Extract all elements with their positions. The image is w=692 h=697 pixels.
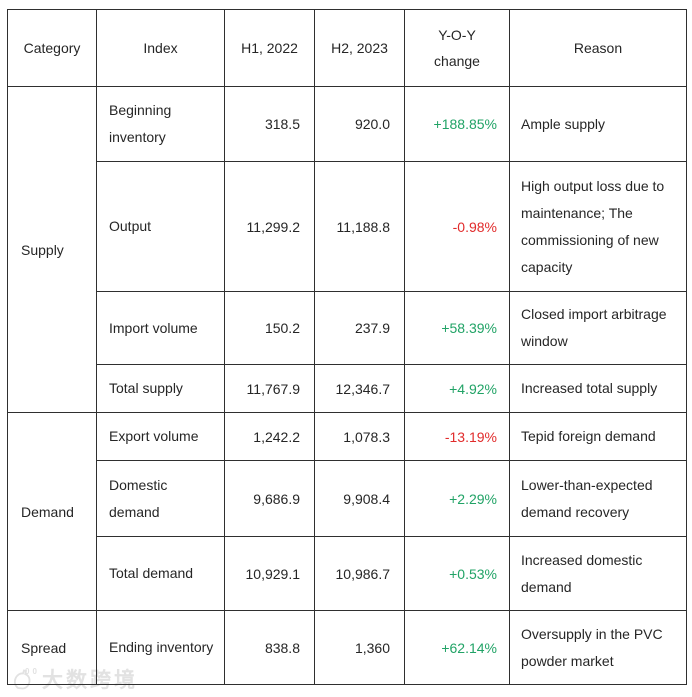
h1-value-cell: 11,767.9 xyxy=(224,364,315,413)
table-row: Demand Export volume 1,242.2 1,078.3 -13… xyxy=(7,412,687,611)
yoy-value-cell: +4.92% xyxy=(404,364,510,413)
header-category: Category xyxy=(7,9,97,87)
header-reason: Reason xyxy=(509,9,687,87)
yoy-value-cell: -0.98% xyxy=(404,161,510,292)
reason-cell: Lower-than-expected demand recovery xyxy=(509,460,687,537)
index-cell: Domestic demand xyxy=(96,460,225,537)
yoy-value-cell: +58.39% xyxy=(404,291,510,365)
h1-value-cell: 318.5 xyxy=(224,86,315,162)
index-cell: Import volume xyxy=(96,291,225,365)
yoy-value-cell: -13.19% xyxy=(404,412,510,461)
h2-value-cell: 12,346.7 xyxy=(314,364,405,413)
category-cell-supply: Supply xyxy=(7,86,97,413)
table-row: Total demand 10,929.1 10,986.7 +0.53% In… xyxy=(8,536,687,611)
reason-cell: Increased total supply xyxy=(509,364,687,413)
reason-cell: Closed import arbitrage window xyxy=(509,291,687,365)
h1-value-cell: 9,686.9 xyxy=(224,460,315,537)
reason-cell: Ample supply xyxy=(509,86,687,162)
reason-cell: High output loss due to maintenance; The… xyxy=(509,161,687,292)
table-row: Total supply 11,767.9 12,346.7 +4.92% In… xyxy=(8,364,687,413)
pvc-balance-table: Category Index H1, 2022 H2, 2023 Y-O-Y c… xyxy=(7,9,687,685)
category-cell-spread: Spread xyxy=(7,610,97,685)
h1-value-cell: 10,929.1 xyxy=(224,536,315,611)
h2-value-cell: 237.9 xyxy=(314,291,405,365)
h1-value-cell: 838.8 xyxy=(224,610,315,685)
header-h2-2023: H2, 2023 xyxy=(314,9,405,87)
h1-value-cell: 1,242.2 xyxy=(224,412,315,461)
yoy-value-cell: +62.14% xyxy=(404,610,510,685)
table-row: Domestic demand 9,686.9 9,908.4 +2.29% L… xyxy=(8,460,687,537)
index-cell: Total supply xyxy=(96,364,225,413)
h1-value-cell: 150.2 xyxy=(224,291,315,365)
h2-value-cell: 1,360 xyxy=(314,610,405,685)
header-index: Index xyxy=(96,9,225,87)
h2-value-cell: 10,986.7 xyxy=(314,536,405,611)
index-cell: Total demand xyxy=(96,536,225,611)
index-cell: Ending inventory xyxy=(96,610,225,685)
h2-value-cell: 1,078.3 xyxy=(314,412,405,461)
header-h1-2022: H1, 2022 xyxy=(224,9,315,87)
table-row: Supply Beginning inventory 318.5 920.0 +… xyxy=(7,86,687,413)
reason-cell: Increased domestic demand xyxy=(509,536,687,611)
header-yoy-change: Y-O-Y change xyxy=(404,9,510,87)
h2-value-cell: 11,188.8 xyxy=(314,161,405,292)
category-cell-demand: Demand xyxy=(7,412,97,611)
h2-value-cell: 9,908.4 xyxy=(314,460,405,537)
table-row: Spread Ending inventory 838.8 1,360 +62.… xyxy=(7,610,687,685)
index-cell: Output xyxy=(96,161,225,292)
table-row: Output 11,299.2 11,188.8 -0.98% High out… xyxy=(8,161,687,292)
yoy-value-cell: +0.53% xyxy=(404,536,510,611)
index-cell: Beginning inventory xyxy=(96,86,225,162)
yoy-value-cell: +2.29% xyxy=(404,460,510,537)
table-row: Import volume 150.2 237.9 +58.39% Closed… xyxy=(8,291,687,365)
h1-value-cell: 11,299.2 xyxy=(224,161,315,292)
header-row: Category Index H1, 2022 H2, 2023 Y-O-Y c… xyxy=(7,9,687,87)
index-cell: Export volume xyxy=(96,412,225,461)
h2-value-cell: 920.0 xyxy=(314,86,405,162)
reason-cell: Tepid foreign demand xyxy=(509,412,687,461)
yoy-value-cell: +188.85% xyxy=(404,86,510,162)
reason-cell: Oversupply in the PVC powder market xyxy=(509,610,687,685)
